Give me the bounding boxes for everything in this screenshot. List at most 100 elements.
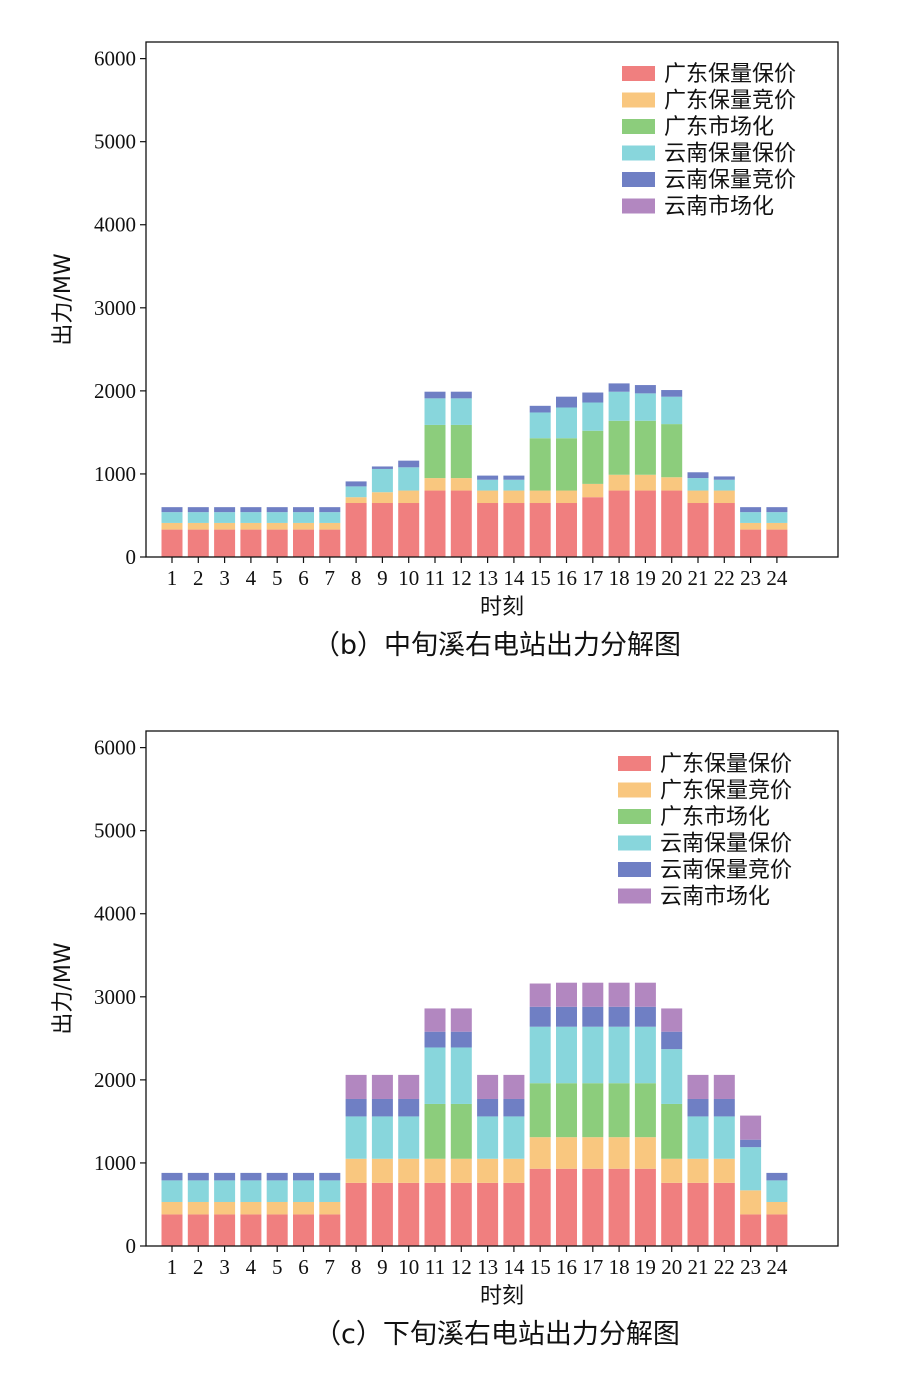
chart-b-bar-s4-t1 [161, 512, 183, 523]
chart-b-bar-s4-t11 [424, 398, 446, 425]
chart-b-legend-label-4: 云南保量保价 [664, 142, 796, 167]
chart-c-legend-label-4: 云南保量保价 [660, 832, 792, 857]
chart-b-bar-s5-t7 [319, 507, 341, 513]
chart-c-bar-s1-t14 [503, 1182, 525, 1246]
chart-b-xtick-label-23: 23 [740, 566, 761, 590]
chart-b-bar-s2-t7 [319, 522, 341, 530]
chart-c-bar-s1-t12 [450, 1182, 472, 1246]
chart-c-bar-s4-t3 [214, 1180, 236, 1202]
chart-b-xtick-label-14: 14 [503, 566, 525, 590]
chart-c-bar-s2-t10 [398, 1158, 420, 1183]
chart-b-bar-s2-t13 [477, 490, 499, 504]
chart-b-bar-s5-t1 [161, 507, 183, 513]
chart-b-bar-s4-t24 [766, 512, 788, 523]
chart-c-bar-s1-t13 [477, 1182, 499, 1246]
chart-b-bar-s2-t21 [687, 490, 709, 504]
chart-c-bar-s6-t8 [345, 1074, 367, 1099]
chart-b-bar-s1-t18 [608, 490, 630, 557]
chart-b-legend-swatch-4 [622, 145, 655, 161]
chart-c-bar-s4-t6 [293, 1180, 314, 1202]
chart-b-ytick-label-5000: 5000 [94, 130, 136, 154]
chart-b-bar-s5-t15 [529, 405, 551, 413]
chart-b-bar-s4-t23 [740, 512, 762, 523]
chart-c-bar-s4-t16 [556, 1026, 577, 1084]
chart-c-bar-s2-t22 [713, 1158, 735, 1183]
chart-c-bar-s5-t19 [634, 1006, 656, 1027]
chart-b-bar-s1-t19 [634, 490, 656, 557]
chart-c-bar-s4-t10 [398, 1116, 420, 1159]
chart-c-legend-label-3: 广东市场化 [660, 805, 770, 830]
chart-c-xtick-label-8: 8 [351, 1255, 362, 1279]
chart-c-bar-s4-t7 [319, 1180, 341, 1202]
chart-c-xtick-label-14: 14 [503, 1255, 525, 1279]
chart-c-bar-s1-t16 [556, 1168, 577, 1246]
chart-b-bars [161, 383, 788, 557]
chart-b-bar-s2-t19 [634, 474, 656, 491]
chart-c-bar-s3-t17 [582, 1083, 604, 1138]
chart-c-bar-s4-t23 [740, 1147, 762, 1191]
chart-b-bar-s2-t8 [345, 497, 367, 503]
chart-c-bar-s3-t16 [556, 1083, 577, 1138]
chart-b-bar-s2-t1 [161, 522, 183, 530]
chart-b-bar-s2-t20 [661, 477, 683, 491]
chart-c-xtick-label-10: 10 [398, 1255, 419, 1279]
chart-b-bar-s5-t22 [713, 476, 735, 480]
chart-b-legend-swatch-5 [622, 172, 655, 187]
chart-c-bar-s4-t17 [582, 1026, 604, 1084]
chart-b-ytick-label-3000: 3000 [94, 296, 136, 320]
chart-c-xtick-label-16: 16 [556, 1255, 577, 1279]
chart-b-bar-s3-t16 [556, 438, 577, 491]
chart-b-xtick-label-19: 19 [635, 566, 656, 590]
chart-c-bar-s5-t5 [266, 1172, 288, 1181]
chart-b-bar-s5-t21 [687, 472, 709, 479]
chart-c-bar-s5-t9 [371, 1098, 393, 1117]
chart-c-bar-s4-t1 [161, 1180, 183, 1202]
chart-b-bar-s4-t22 [713, 479, 735, 491]
chart-b-xtick-label-18: 18 [609, 566, 630, 590]
chart-c-legend-label-5: 云南保量竞价 [660, 858, 792, 883]
chart-c-bar-s1-t11 [424, 1182, 446, 1246]
chart-c-bar-s2-t2 [187, 1201, 209, 1215]
chart-c-xtick-label-13: 13 [477, 1255, 498, 1279]
chart-b-bar-s3-t20 [661, 424, 683, 478]
chart-c-bar-s1-t7 [319, 1214, 341, 1246]
chart-c-bar-s2-t4 [240, 1201, 262, 1215]
chart-c-xtick-label-20: 20 [661, 1255, 682, 1279]
chart-b-bar-s4-t18 [608, 391, 630, 421]
chart-b-bar-s1-t3 [214, 529, 236, 557]
chart-b-xtick-label-11: 11 [425, 566, 445, 590]
chart-c-xtick-label-17: 17 [582, 1255, 603, 1279]
chart-b-xtick-label-3: 3 [219, 566, 230, 590]
chart-b-xtick-label-8: 8 [351, 566, 362, 590]
chart-b-ytick-label-0: 0 [126, 545, 137, 569]
chart-c-bar-s2-t9 [371, 1158, 393, 1183]
chart-b-bar-s5-t6 [293, 507, 314, 513]
chart-c-xtick-label-1: 1 [167, 1255, 178, 1279]
chart-c-bar-s3-t18 [608, 1083, 630, 1138]
chart-b-bar-s4-t14 [503, 479, 525, 491]
chart-c-bar-s6-t21 [687, 1074, 709, 1099]
chart-b-x-axis-label: 时刻 [480, 595, 524, 620]
chart-c-bar-s4-t12 [450, 1047, 472, 1104]
chart-c-bar-s5-t24 [766, 1172, 788, 1181]
chart-c-bar-s1-t9 [371, 1182, 393, 1246]
chart-b-ytick-label-1000: 1000 [94, 462, 136, 486]
chart-c-bar-s4-t14 [503, 1116, 525, 1159]
chart-c-bar-s2-t11 [424, 1158, 446, 1183]
chart-c-bar-s2-t21 [687, 1158, 709, 1183]
chart-b-bar-s1-t20 [661, 490, 683, 557]
chart-c-bar-s5-t12 [450, 1031, 472, 1048]
chart-b-bar-s1-t15 [529, 503, 551, 557]
chart-c-bar-s2-t16 [556, 1137, 577, 1169]
chart-b-bar-s2-t4 [240, 522, 262, 530]
chart-b-bar-s3-t11 [424, 424, 446, 479]
chart-c-xtick-label-22: 22 [714, 1255, 735, 1279]
chart-b-bar-s4-t17 [582, 402, 604, 431]
chart-c-bar-s5-t15 [529, 1006, 551, 1027]
chart-c-bar-s5-t1 [161, 1172, 183, 1181]
chart-b-bar-s4-t10 [398, 467, 420, 491]
chart-b-bar-s2-t11 [424, 478, 446, 491]
